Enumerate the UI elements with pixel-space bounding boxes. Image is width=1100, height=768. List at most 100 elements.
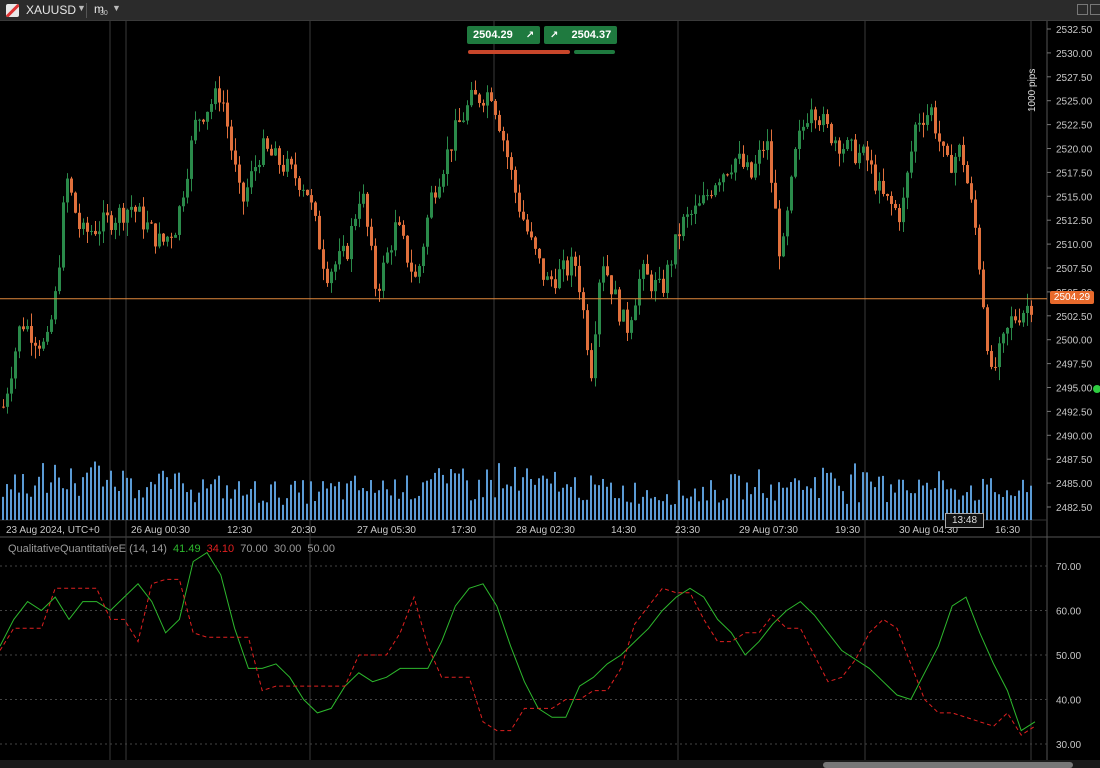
horizontal-scrollbar-thumb[interactable] [823,762,1073,768]
candle-body [846,140,849,150]
indicator-level-2: 30.00 [273,543,302,555]
volume-bar [782,487,784,520]
time-cursor-label: 13:48 [945,513,984,528]
volume-bar [762,493,764,520]
candle-body [1026,305,1029,314]
candle-body [286,158,289,172]
candle-body [922,122,925,125]
volume-bar [586,499,588,520]
detach-icon[interactable] [1077,4,1088,15]
candle-body [486,92,489,106]
volume-bar [174,473,176,520]
volume-bar [330,483,332,520]
volume-bar [830,472,832,520]
candle-body [630,320,633,333]
volume-bar [610,482,612,520]
candle-body [606,266,609,276]
volume-bar [738,475,740,520]
candle-body [694,205,697,214]
candle-body [986,307,989,352]
candle-body [590,350,593,379]
candle-body [190,140,193,179]
candle-body [18,326,21,352]
volume-bar [326,488,328,520]
volume-bar [274,481,276,520]
symbol-dropdown-icon[interactable]: ▼ [77,3,86,13]
candle-body [42,341,45,349]
volume-bar [478,479,480,520]
volume-bar [470,500,472,520]
volume-bar [894,492,896,520]
candle-body [290,158,293,165]
volume-bar [790,482,792,520]
volume-bar [494,497,496,520]
volume-bar [226,485,228,520]
volume-bar [838,485,840,520]
volume-bar [986,484,988,520]
volume-bar [1030,485,1032,520]
candle-body [870,160,873,165]
volume-bar [978,499,980,520]
candle-body [946,145,949,156]
volume-bar [366,491,368,520]
candle-body [858,152,861,164]
price-tick-label: 2527.50 [1056,73,1093,84]
volume-bar [566,484,568,520]
volume-bar [826,472,828,520]
candle-body [198,119,201,121]
volume-bar [670,504,672,520]
volume-bar [634,482,636,520]
candle-body [130,206,133,210]
candle-body [646,263,649,275]
volume-bar [350,480,352,520]
indicator-legend[interactable]: QualitativeQuantitativeE (14, 14) 41.49 … [5,543,335,555]
volume-bar [526,468,528,520]
volume-bar [498,463,500,520]
volume-bar [214,479,216,520]
volume-bar [590,475,592,520]
volume-bar [302,480,304,520]
candle-body [542,258,545,280]
candle-body [78,212,81,229]
volume-bar [346,483,348,520]
close-icon[interactable] [1090,4,1100,15]
candle-body [174,234,177,238]
candle-body [334,264,337,272]
candle-body [634,305,637,321]
chart-canvas[interactable]: 2532.50 2530.00 2527.50 2525.00 2522.50 2520.… [0,21,1100,761]
volume-bar [626,501,628,520]
candle-body [106,212,109,216]
candle-body [146,222,149,230]
candle-body [202,119,205,122]
candle-body [298,178,301,190]
volume-bar [530,479,532,520]
time-tick-label: 16:30 [995,525,1020,536]
candle-body [1030,305,1033,315]
buy-button[interactable]: ↗ 2504.37 [544,26,618,44]
volume-bar [482,497,484,520]
volume-bar [270,484,272,520]
candle-body [294,164,297,179]
candle-body [346,245,349,260]
candle-body [842,149,845,154]
candle-body [390,250,393,253]
volume-bar [282,504,284,520]
volume-bar [502,488,504,520]
volume-bar [974,500,976,520]
candle-body [66,178,69,203]
candle-body [1018,320,1021,323]
candle-body [618,289,621,322]
pips-scale-label: 1000 pips [1027,68,1038,112]
price-tick-label: 2495.00 [1056,384,1093,395]
candle-body [350,226,353,260]
timeframe-dropdown-icon[interactable]: ▼ [112,3,121,13]
sell-button[interactable]: 2504.29 ↗ [467,26,541,44]
candle-body [554,279,557,289]
candle-body [530,231,533,238]
candle-body [370,226,373,246]
candle-body [354,218,357,227]
alert-dot-icon[interactable] [1093,385,1100,393]
horizontal-scrollbar-track[interactable] [0,760,1100,768]
timeframe-selector[interactable]: m [94,2,104,16]
symbol-selector[interactable]: XAUUSD [26,3,77,17]
